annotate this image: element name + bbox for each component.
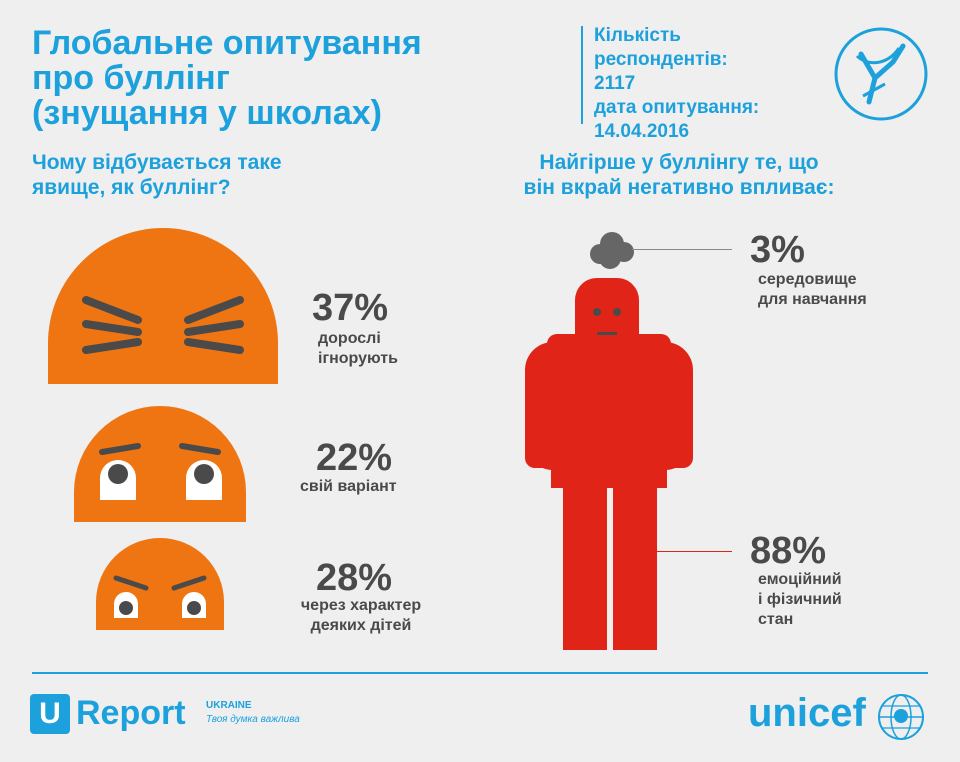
percent-label-line: емоційний: [758, 571, 842, 588]
left-question-line-1: Чому відбувається таке: [32, 151, 282, 174]
connector-line: [632, 249, 732, 250]
slingshot-icon: [834, 27, 928, 121]
left-question-line-2: явище, як буллінг?: [32, 176, 231, 199]
ureport-country: UKRAINE: [206, 700, 252, 711]
survey-meta: Кількість респондентів: 2117 дата опитув…: [594, 24, 814, 144]
footer-divider: [32, 672, 928, 674]
title-line-1: Глобальне опитування: [32, 24, 422, 62]
date-label: дата опитування:: [594, 97, 760, 118]
right-question: Найгірше у буллінгу те, що він вкрай нег…: [484, 150, 874, 200]
respondents-label-1: Кількість: [594, 25, 681, 46]
respondents-label-2: респондентів:: [594, 49, 728, 70]
date-value: 14.04.2016: [594, 121, 690, 142]
left-question: Чому відбувається таке явище, як буллінг…: [32, 150, 432, 200]
percent-label-line: і фізичний: [758, 591, 842, 608]
percent-label-line: для навчання: [758, 291, 867, 308]
right-question-line-2: він вкрай негативно впливає:: [523, 176, 835, 199]
percent-label-line: середовище: [758, 271, 857, 288]
meta-divider: [581, 26, 583, 124]
percent-value: 22%: [316, 437, 393, 479]
ureport-logo-word: Report: [76, 694, 186, 732]
percent-label-line: деяких дітей: [310, 617, 412, 634]
ureport-slogan: Твоя думка важлива: [206, 714, 300, 725]
title-line-3: (знущання у школах): [32, 94, 382, 132]
page-title: Глобальне опитування про буллінг (знущан…: [32, 26, 552, 131]
face-frowning-icon: [96, 538, 224, 630]
ureport-logo: U Report UKRAINE Твоя думка важлива: [30, 694, 330, 738]
percent-label: свій варіант: [300, 477, 397, 497]
percent-value: 37%: [312, 287, 389, 329]
percent-value: 88%: [750, 530, 827, 572]
percent-label: середовище для навчання: [758, 270, 867, 310]
percent-label: дорослі ігнорують: [318, 329, 398, 369]
person-figure-icon: [525, 278, 693, 650]
percent-label-line: дорослі: [318, 330, 381, 347]
percent-label-line: стан: [758, 611, 794, 628]
percent-label-line: через характер: [300, 597, 422, 614]
right-question-line-1: Найгірше у буллінгу те, що: [539, 151, 819, 174]
face-angry-icon: [48, 228, 278, 384]
unicef-logo-text: unicef: [748, 691, 866, 735]
percent-value: 28%: [316, 557, 393, 599]
face-rolling-eyes-icon: [74, 406, 246, 522]
percent-label-line: ігнорують: [318, 350, 398, 367]
percent-value: 3%: [750, 229, 805, 271]
percent-label: через характер деяких дітей: [276, 596, 446, 636]
title-line-2: про буллінг: [32, 59, 230, 97]
ureport-logo-letter: U: [39, 697, 61, 730]
connector-line: [656, 551, 732, 552]
respondents-value: 2117: [594, 73, 636, 94]
cloud-icon: [590, 232, 634, 269]
percent-label: емоційний і фізичний стан: [758, 570, 842, 630]
unicef-globe-icon: [878, 694, 924, 740]
ureport-logo-box: [30, 694, 70, 734]
percent-label-line: свій варіант: [300, 478, 397, 495]
